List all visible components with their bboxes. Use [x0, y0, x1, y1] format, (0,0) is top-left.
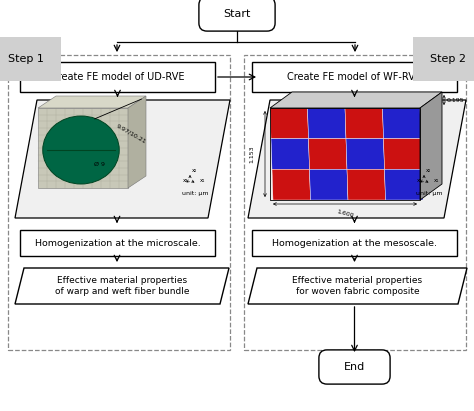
- Polygon shape: [270, 108, 309, 139]
- Text: 1.600: 1.600: [336, 209, 354, 219]
- Text: x₂: x₂: [192, 168, 198, 173]
- Bar: [252, 62, 457, 92]
- Text: unit: μm: unit: μm: [182, 191, 208, 196]
- Text: x₃: x₃: [417, 178, 423, 183]
- Text: Create FE model of UD-RVE: Create FE model of UD-RVE: [51, 72, 184, 82]
- Text: Step 2: Step 2: [430, 54, 466, 64]
- Bar: [20, 230, 215, 256]
- Text: 1.153: 1.153: [249, 145, 255, 163]
- Polygon shape: [272, 169, 310, 200]
- Polygon shape: [271, 139, 310, 169]
- Polygon shape: [128, 96, 146, 188]
- Polygon shape: [15, 268, 229, 304]
- Text: x₁: x₁: [201, 178, 206, 183]
- Text: Ø 9: Ø 9: [94, 162, 105, 166]
- Text: Step 1: Step 1: [8, 54, 44, 64]
- Polygon shape: [383, 108, 421, 139]
- Polygon shape: [384, 169, 423, 200]
- Text: x₁: x₁: [434, 178, 440, 183]
- Polygon shape: [420, 92, 442, 200]
- Text: x₂: x₂: [426, 168, 432, 173]
- Text: Start: Start: [223, 9, 251, 19]
- Text: x₃: x₃: [183, 178, 189, 183]
- Polygon shape: [248, 268, 467, 304]
- Text: Effective material properties
of warp and weft fiber bundle: Effective material properties of warp an…: [55, 276, 189, 296]
- Polygon shape: [38, 108, 128, 188]
- Polygon shape: [308, 108, 346, 139]
- Text: Homogenization at the mesoscale.: Homogenization at the mesoscale.: [272, 238, 437, 247]
- Bar: [20, 62, 215, 92]
- Ellipse shape: [43, 116, 119, 184]
- FancyBboxPatch shape: [199, 0, 275, 31]
- Polygon shape: [383, 139, 422, 169]
- FancyBboxPatch shape: [319, 350, 390, 384]
- Bar: [252, 230, 457, 256]
- Text: Create FE model of WF-RVE: Create FE model of WF-RVE: [288, 72, 421, 82]
- Polygon shape: [347, 169, 385, 200]
- Polygon shape: [345, 108, 383, 139]
- Bar: [8, 55, 230, 350]
- Polygon shape: [38, 96, 146, 108]
- Polygon shape: [346, 139, 384, 169]
- Text: 0.195: 0.195: [447, 97, 465, 102]
- Text: 9.97/10.21: 9.97/10.21: [116, 123, 147, 144]
- Text: Homogenization at the microscale.: Homogenization at the microscale.: [35, 238, 201, 247]
- Bar: [244, 55, 466, 350]
- Text: End: End: [344, 362, 365, 372]
- Polygon shape: [270, 92, 442, 108]
- Polygon shape: [309, 139, 347, 169]
- Polygon shape: [310, 169, 348, 200]
- Polygon shape: [15, 100, 230, 218]
- Text: Effective material properties
for woven fabric composite: Effective material properties for woven …: [292, 276, 422, 296]
- Text: unit: μm: unit: μm: [416, 191, 442, 196]
- Polygon shape: [248, 100, 466, 218]
